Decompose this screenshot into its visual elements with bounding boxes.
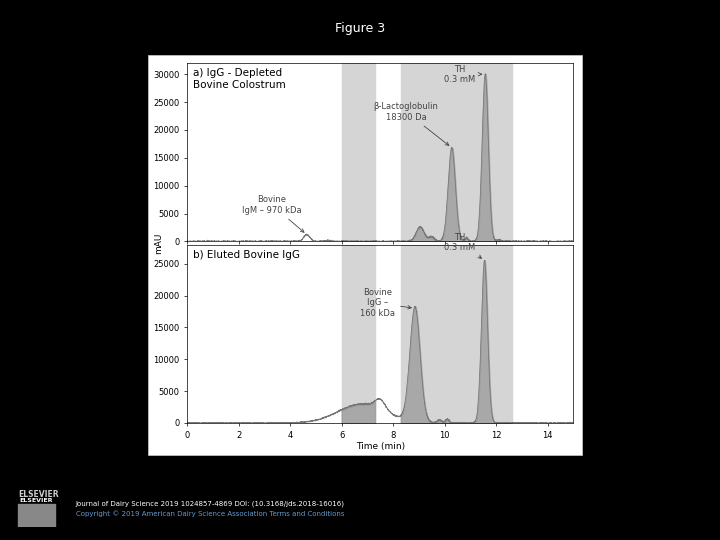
X-axis label: Time (min): Time (min) [356, 442, 405, 451]
Text: ELSEVIER: ELSEVIER [19, 498, 53, 503]
Text: a) IgG - Depleted
Bovine Colostrum: a) IgG - Depleted Bovine Colostrum [193, 69, 286, 90]
Text: β-Lactoglobulin
18300 Da: β-Lactoglobulin 18300 Da [374, 102, 449, 145]
Text: Journal of Dairy Science 2019 1024857-4869 DOI: (10.3168/jds.2018-16016): Journal of Dairy Science 2019 1024857-48… [76, 500, 345, 507]
Bar [401, 63, 511, 241]
Bar [341, 63, 375, 241]
Text: mAU: mAU [154, 232, 163, 254]
Text: ELSEVIER: ELSEVIER [18, 490, 58, 498]
Text: Bovine
IgM – 970 kDa: Bovine IgM – 970 kDa [242, 195, 304, 232]
Bar [401, 245, 511, 423]
Text: TH
0.3 mM: TH 0.3 mM [444, 65, 482, 84]
Text: Figure 3: Figure 3 [335, 22, 385, 35]
Text: Bovine
IgG –
160 kDa: Bovine IgG – 160 kDa [360, 288, 411, 318]
Text: Copyright © 2019 American Dairy Science Association Terms and Conditions: Copyright © 2019 American Dairy Science … [76, 511, 344, 517]
Bar [341, 245, 375, 423]
Text: b) Eluted Bovine IgG: b) Eluted Bovine IgG [193, 250, 300, 260]
Bar [17, 504, 55, 526]
Text: TH
0.3 mM: TH 0.3 mM [444, 233, 482, 258]
